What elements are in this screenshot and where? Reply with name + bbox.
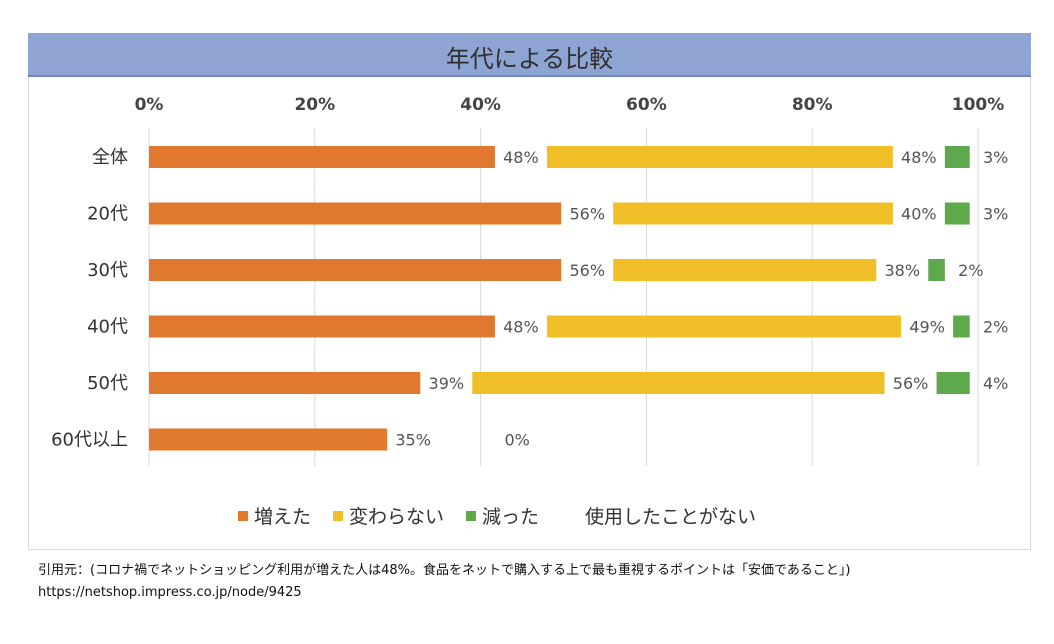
- bar-segment: [928, 259, 945, 281]
- data-label: 48%: [901, 148, 937, 167]
- bar-segment: [472, 372, 885, 394]
- data-label: 56%: [893, 374, 929, 393]
- legend-label: 減った: [482, 506, 540, 528]
- legend-label: 使用したことがない: [585, 506, 757, 528]
- data-label: 48%: [503, 318, 539, 337]
- category-label: 60代以上: [51, 430, 128, 451]
- legend-swatch: [333, 510, 344, 521]
- x-tick-label: 0%: [135, 95, 164, 115]
- data-label: 38%: [884, 261, 920, 280]
- data-label: 4%: [983, 374, 1008, 393]
- citation-text: 引用元：(コロナ禍でネットショッピング利用が増えた人は48%。食品をネットで購入…: [38, 563, 851, 578]
- data-label: 2%: [958, 261, 983, 280]
- footer: 引用元：(コロナ禍でネットショッピング利用が増えた人は48%。食品をネットで購入…: [38, 560, 850, 604]
- bar-segment: [953, 315, 970, 338]
- bar-segment: [936, 372, 970, 394]
- data-label: 49%: [909, 318, 945, 337]
- legend: 増えた 変わらない 減った 使用したことがない: [238, 502, 778, 529]
- data-label: 3%: [983, 205, 1008, 224]
- source-url: https://netshop.impress.co.jp/node/9425: [38, 585, 302, 600]
- data-label: 39%: [429, 374, 465, 393]
- bar-segment: [613, 202, 893, 225]
- x-tick-label: 40%: [460, 95, 501, 115]
- bar-segment: [149, 202, 562, 225]
- bar-segment: [546, 146, 893, 168]
- bar-segment: [149, 315, 495, 338]
- legend-item-never-used: 使用したことがない: [585, 502, 756, 529]
- category-label: 30代: [87, 260, 128, 281]
- legend-label: 変わらない: [349, 506, 445, 528]
- bar-segment: [149, 372, 421, 394]
- category-label: 50代: [87, 373, 128, 394]
- bar-segment: [546, 315, 902, 338]
- data-label: 35%: [395, 431, 431, 450]
- legend-swatch: [466, 510, 477, 521]
- chart-title-band: 年代による比較: [28, 33, 1031, 77]
- data-label: 56%: [569, 261, 605, 280]
- bar-segment: [149, 259, 562, 281]
- x-tick-label: 80%: [792, 95, 833, 115]
- chart-title: 年代による比較: [445, 45, 614, 73]
- data-label: 48%: [503, 148, 539, 167]
- data-label: 3%: [983, 148, 1008, 167]
- bar-segment: [613, 259, 877, 281]
- bar-segment: [944, 146, 970, 168]
- bar-segment: [149, 146, 495, 168]
- data-label: 0%: [504, 431, 529, 450]
- bar-segment: [944, 202, 970, 225]
- category-label: 全体: [92, 147, 128, 168]
- category-label: 20代: [87, 204, 128, 225]
- x-tick-label: 60%: [626, 95, 667, 115]
- legend-label: 増えた: [254, 506, 312, 528]
- chart-frame: [28, 33, 1031, 550]
- category-label: 40代: [87, 317, 128, 338]
- data-label: 2%: [983, 318, 1008, 337]
- legend-item-unchanged: 変わらない: [333, 502, 444, 529]
- legend-item-increased: 増えた: [238, 502, 311, 529]
- legend-item-decreased: 減った: [466, 502, 539, 529]
- x-tick-label: 20%: [294, 95, 335, 115]
- legend-swatch: [238, 510, 248, 521]
- data-label: 40%: [901, 205, 937, 224]
- data-label: 56%: [569, 205, 605, 224]
- x-tick-label: 100%: [952, 95, 1005, 115]
- stacked-bar-chart: 0% 20% 40% 60% 80% 100% 全体 48% 48% 3% 20代 56% 40% 3% 3…: [51, 95, 1008, 466]
- bar-segment: [149, 428, 388, 451]
